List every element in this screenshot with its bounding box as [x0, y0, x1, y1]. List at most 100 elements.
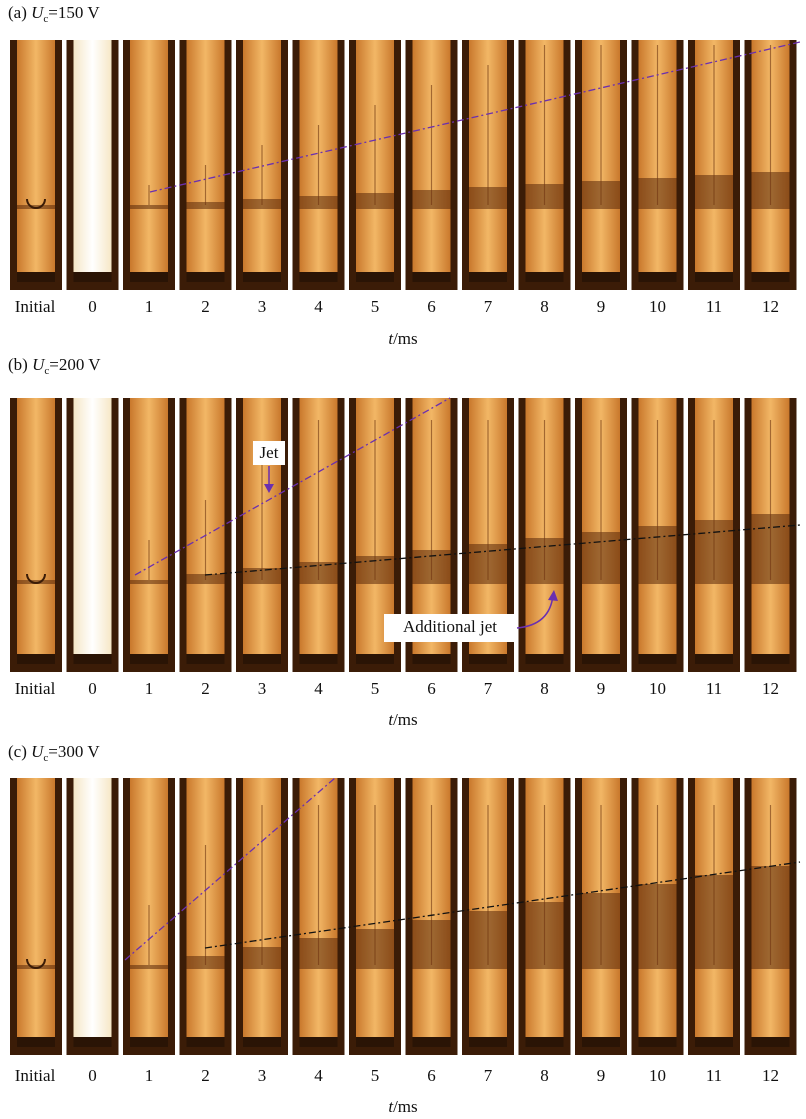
liquid-surface [130, 965, 168, 969]
tube-bottom [752, 654, 790, 664]
frame-label: Initial [15, 297, 56, 316]
tube-bottom [639, 1037, 677, 1047]
tube-bottom [187, 272, 225, 282]
tube-bottom [300, 654, 338, 664]
frame-label: 9 [597, 297, 606, 316]
tube-bottom [469, 654, 507, 664]
frame-label: 2 [201, 297, 210, 316]
tube-bottom [130, 272, 168, 282]
liquid-surface [130, 205, 168, 209]
frame-label: 8 [540, 679, 549, 698]
frame-label: 8 [540, 297, 549, 316]
tube-bottom [695, 1037, 733, 1047]
frame-label: 10 [649, 679, 666, 698]
tube-bottom [74, 654, 112, 664]
tube-bottom [356, 1037, 394, 1047]
frame-label: 5 [371, 297, 380, 316]
axis-unit: /ms [393, 1097, 418, 1116]
tube-bottom [17, 1037, 55, 1047]
frame-label: 4 [314, 679, 323, 698]
voltage-value: =200 V [49, 355, 101, 374]
frame-label: 4 [314, 1066, 323, 1085]
panel-label: (a) [8, 3, 27, 22]
tube [187, 40, 225, 272]
tube-bottom [413, 272, 451, 282]
tube-bottom [526, 1037, 564, 1047]
axis-label: t/ms [388, 329, 417, 348]
frame-label: 9 [597, 679, 606, 698]
frame-label: 11 [706, 297, 722, 316]
tube-bottom [17, 654, 55, 664]
frame-label: 6 [427, 297, 436, 316]
tube [17, 778, 55, 1037]
annotation: Jet [260, 443, 279, 462]
tube [17, 398, 55, 654]
frame-label: 11 [706, 1066, 722, 1085]
panel-title: (c) Uc=300 V [8, 742, 100, 764]
tube-bottom [243, 654, 281, 664]
frame-label: 2 [201, 1066, 210, 1085]
frame-label: 0 [88, 297, 97, 316]
panel-title: (a) Uc=150 V [8, 3, 100, 25]
tube-bottom [582, 654, 620, 664]
annotation: Additional jet [403, 617, 497, 636]
frame-label: Initial [15, 1066, 56, 1085]
tube-bottom [582, 1037, 620, 1047]
tube-bottom [74, 1037, 112, 1047]
frame-label: 5 [371, 1066, 380, 1085]
frame-label: 3 [258, 1066, 267, 1085]
liquid-surface [130, 580, 168, 584]
tube-bottom [356, 654, 394, 664]
tube-bottom [582, 272, 620, 282]
tube [130, 398, 168, 654]
frame-label: 12 [762, 297, 779, 316]
tube-bottom [469, 1037, 507, 1047]
tube-bottom [356, 272, 394, 282]
frame-label: 1 [145, 679, 154, 698]
frame-label: 7 [484, 679, 493, 698]
frame-label: 8 [540, 1066, 549, 1085]
axis-unit: /ms [393, 710, 418, 729]
frame-label: 12 [762, 679, 779, 698]
panel: (a) Uc=150 VInitial0123456789101112t/ms [8, 3, 800, 348]
axis-unit: /ms [393, 329, 418, 348]
tube [130, 40, 168, 272]
frame-label: 0 [88, 1066, 97, 1085]
tube-bottom [187, 1037, 225, 1047]
tube-bottom [74, 272, 112, 282]
frame-label: 3 [258, 297, 267, 316]
axis-label: t/ms [388, 710, 417, 729]
panel-label: (b) [8, 355, 28, 374]
tube-bottom [526, 654, 564, 664]
tube-bottom [413, 1037, 451, 1047]
frame-label: 5 [371, 679, 380, 698]
frame-label: 0 [88, 679, 97, 698]
tube-bottom [639, 654, 677, 664]
tube-bottom [695, 654, 733, 664]
tube-bottom [752, 1037, 790, 1047]
frame-label: 4 [314, 297, 323, 316]
tube-bottom [752, 272, 790, 282]
frame-label: 11 [706, 679, 722, 698]
tube-bottom [300, 272, 338, 282]
tube [17, 40, 55, 272]
tube-bottom [526, 272, 564, 282]
tube-bottom [300, 1037, 338, 1047]
tube [74, 398, 112, 654]
axis-label: t/ms [388, 1097, 417, 1116]
frame-label: 1 [145, 1066, 154, 1085]
frame-label: 6 [427, 1066, 436, 1085]
tube-bottom [187, 654, 225, 664]
tube-bottom [639, 272, 677, 282]
tube-bottom [243, 1037, 281, 1047]
frame-label: 10 [649, 1066, 666, 1085]
tube-bottom [17, 272, 55, 282]
tube-bottom [130, 1037, 168, 1047]
frame-label: 1 [145, 297, 154, 316]
panel-title: (b) Uc=200 V [8, 355, 101, 377]
voltage-value: =300 V [48, 742, 100, 761]
tube [74, 778, 112, 1037]
frame-label: Initial [15, 679, 56, 698]
